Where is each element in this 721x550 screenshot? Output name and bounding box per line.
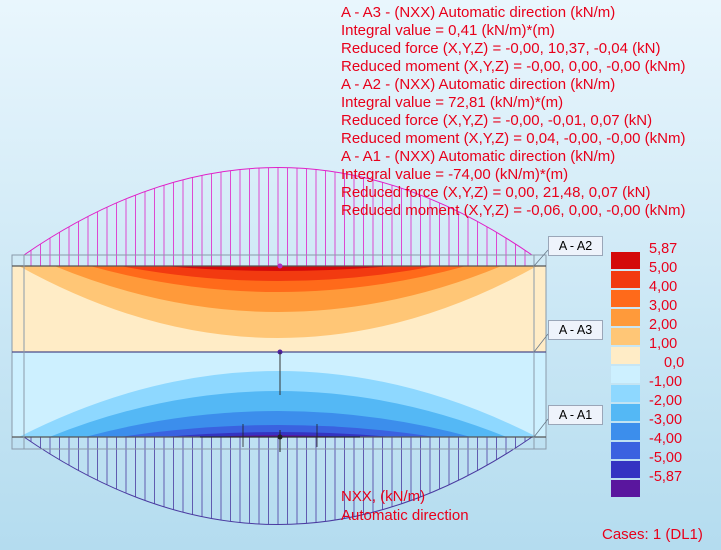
a3-leader [533, 333, 549, 353]
legend-swatch [611, 347, 640, 364]
legend-tick-4: 3,00 [649, 298, 678, 314]
legend-swatch [611, 366, 640, 383]
a1-integral: Integral value = -74,00 (kN/m)*(m) [341, 166, 569, 183]
a2-leader [533, 249, 549, 267]
legend-swatch [611, 385, 640, 402]
stress-band-bottom [163, 432, 393, 437]
cut-label-a3[interactable]: A - A3 [548, 320, 603, 340]
legend-swatch [611, 442, 640, 459]
legend-swatch [611, 271, 640, 288]
legend-tick-2: 5,00 [649, 260, 678, 276]
legend-tick-6: 1,00 [649, 336, 678, 352]
a3-header: A - A3 - (NXX) Automatic direction (kN/m… [341, 4, 616, 21]
legend-tick-10: -3,00 [649, 412, 683, 428]
legend-tick-11: -4,00 [649, 431, 683, 447]
stress-band-bottom [120, 425, 436, 437]
legend-swatch [611, 252, 640, 269]
cut-label-a1[interactable]: A - A1 [548, 405, 603, 425]
legend-tick-9: -2,00 [649, 393, 683, 409]
cut-label-a2[interactable]: A - A2 [548, 236, 603, 256]
a2-header: A - A2 - (NXX) Automatic direction (kN/m… [341, 76, 616, 93]
stress-band-top [120, 266, 436, 281]
results-panel: A - A3 - (NXX) Automatic direction (kN/m… [341, 4, 685, 220]
a3-reduced-moment: Reduced moment (X,Y,Z) = -0,00, 0,00, -0… [341, 58, 686, 75]
legend-tick-13: -5,87 [649, 469, 683, 485]
a1-reduced-moment: Reduced moment (X,Y,Z) = -0,06, 0,00, -0… [341, 202, 686, 219]
quantity-label: NXX, (kN/m) [341, 488, 426, 505]
direction-label: Automatic direction [341, 507, 469, 524]
legend-tick-8: -1,00 [649, 374, 683, 390]
a2-reduced-force: Reduced force (X,Y,Z) = -0,00, -0,01, 0,… [341, 112, 653, 129]
cases-label: Cases: 1 (DL1) [602, 526, 703, 543]
legend-tick-3: 4,00 [649, 279, 678, 295]
legend-tick-7: 0,0 [664, 355, 685, 371]
legend-swatch [611, 290, 640, 307]
legend-swatch [611, 309, 640, 326]
legend-swatch [611, 404, 640, 421]
legend-swatch [611, 461, 640, 478]
a3-integral: Integral value = 0,41 (kN/m)*(m) [341, 22, 555, 39]
a2-reduced-moment: Reduced moment (X,Y,Z) = 0,04, -0,00, -0… [341, 130, 686, 147]
legend-swatch [611, 328, 640, 345]
a1-header: A - A1 - (NXX) Automatic direction (kN/m… [341, 148, 616, 165]
legend-tick-12: -5,00 [649, 450, 683, 466]
legend-tick-5: 2,00 [649, 317, 678, 333]
legend-swatch [611, 480, 640, 497]
stress-band-top [163, 266, 393, 271]
a1-leader [533, 418, 549, 438]
legend-tick-1: 5,87 [649, 241, 678, 257]
a1-reduced-force: Reduced force (X,Y,Z) = 0,00, 21,48, 0,0… [341, 184, 651, 201]
a2-center-point [277, 263, 283, 269]
legend-swatch [611, 423, 640, 440]
a2-integral: Integral value = 72,81 (kN/m)*(m) [341, 94, 564, 111]
a3-reduced-force: Reduced force (X,Y,Z) = -0,00, 10,37, -0… [341, 40, 661, 57]
